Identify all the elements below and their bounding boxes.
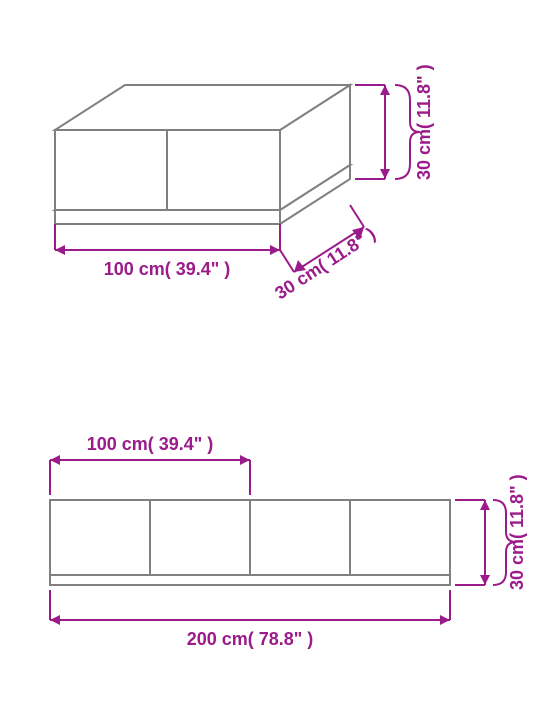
upper-dim-height: 30 cm( 11.8" ) [355,64,434,180]
upper-dim-height-label: 30 cm( 11.8" ) [414,64,434,180]
lower-dim-half-label: 100 cm( 39.4" ) [87,434,214,454]
lower-dim-full-label: 200 cm( 78.8" ) [187,629,314,649]
lower-dim-half: 100 cm( 39.4" ) [50,434,250,495]
diagram-canvas: 100 cm( 39.4" ) 30 cm( 11.8" ) 30 cm( 11… [0,0,540,720]
upper-base-front [55,210,280,224]
upper-dim-width: 100 cm( 39.4" ) [55,224,280,279]
upper-cabinet [55,85,350,224]
lower-dim-height: 30 cm( 11.8" ) [455,474,527,590]
lower-dim-full: 200 cm( 78.8" ) [50,590,450,649]
lower-dim-height-label: 30 cm( 11.8" ) [507,474,527,590]
lower-cabinet [50,500,450,585]
lower-base [50,575,450,585]
upper-dim-width-label: 100 cm( 39.4" ) [104,259,231,279]
